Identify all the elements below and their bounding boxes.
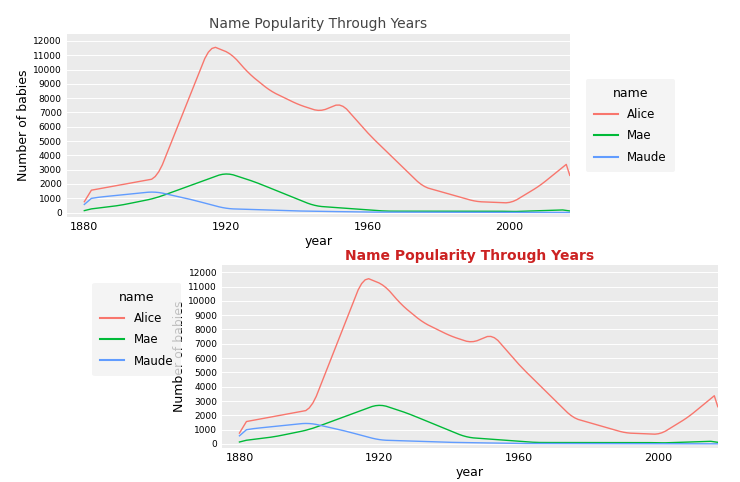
Y-axis label: Number of babies: Number of babies — [172, 301, 186, 413]
Legend: Alice, Mae, Maude: Alice, Mae, Maude — [92, 282, 181, 376]
X-axis label: year: year — [456, 466, 484, 479]
Y-axis label: Number of babies: Number of babies — [17, 69, 30, 181]
X-axis label: year: year — [304, 235, 332, 248]
Title: Name Popularity Through Years: Name Popularity Through Years — [346, 249, 594, 263]
Legend: Alice, Mae, Maude: Alice, Mae, Maude — [586, 79, 675, 172]
Title: Name Popularity Through Years: Name Popularity Through Years — [209, 17, 427, 31]
